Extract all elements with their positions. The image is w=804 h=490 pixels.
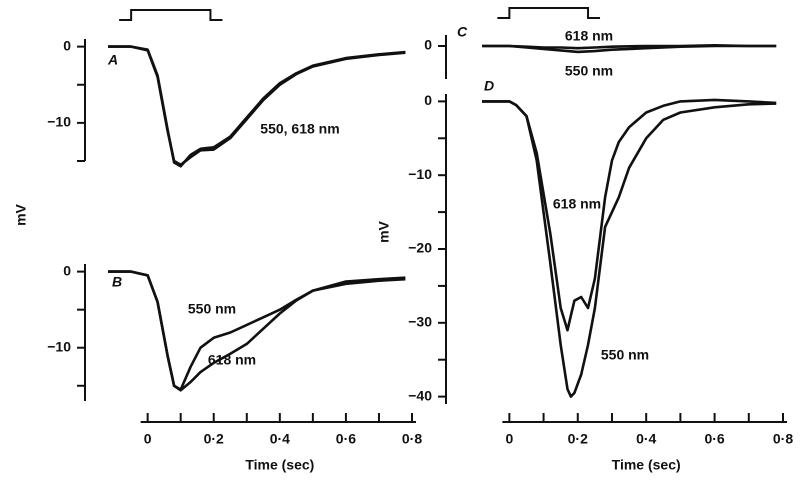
y-tick-label: 0 [63, 262, 71, 278]
trace-label: 550 nm [188, 301, 236, 317]
y-tick-label: −10 [408, 166, 432, 182]
trace [108, 270, 406, 392]
trace [482, 98, 777, 332]
x-tick-label: 0 [505, 431, 513, 447]
panel-label: B [112, 274, 122, 290]
trace [482, 100, 777, 398]
y-tick-label: −10 [47, 114, 71, 130]
x-tick-label: 0·2 [568, 431, 588, 447]
y-tick-label: 0 [424, 37, 432, 53]
x-tick-label: 0·4 [270, 431, 290, 447]
x-tick-label: 0·2 [204, 431, 224, 447]
x-tick-label: 0·6 [336, 431, 356, 447]
x-axis-label: Time (sec) [245, 457, 314, 473]
trace [482, 44, 777, 54]
y-tick-label: −40 [408, 387, 432, 403]
annotation: 550, 618 nm [260, 121, 339, 137]
x-tick-label: 0·8 [402, 431, 422, 447]
y-axis-label: mV [13, 203, 29, 225]
stimulus-trace [119, 9, 223, 21]
x-tick-label: 0·6 [704, 431, 724, 447]
y-tick-label: 0 [424, 92, 432, 108]
y-tick-label: 0 [63, 37, 71, 53]
panel-label: C [457, 24, 468, 40]
stimulus-trace [497, 7, 601, 19]
trace-label: 618 nm [208, 352, 256, 368]
trace-label: 618 nm [565, 28, 613, 44]
y-tick-label: −10 [47, 338, 71, 354]
panel-label: A [107, 52, 118, 68]
x-tick-label: 0 [144, 431, 152, 447]
trace-label: 550 nm [565, 63, 613, 79]
panel-label: D [484, 78, 494, 94]
trace-label: 550 nm [601, 347, 649, 363]
x-tick-label: 0·8 [773, 431, 793, 447]
y-tick-label: −20 [408, 240, 432, 256]
y-axis-label: mV [376, 220, 392, 242]
x-axis-label: Time (sec) [612, 457, 681, 473]
x-tick-label: 0·4 [636, 431, 656, 447]
trace-label: 618 nm [553, 196, 601, 212]
trace [108, 45, 406, 168]
y-tick-label: −30 [408, 314, 432, 330]
